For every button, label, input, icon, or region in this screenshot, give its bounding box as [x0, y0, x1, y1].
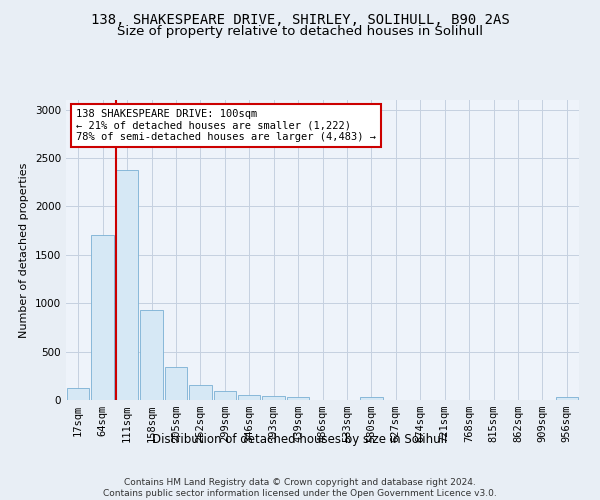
Text: 138, SHAKESPEARE DRIVE, SHIRLEY, SOLIHULL, B90 2AS: 138, SHAKESPEARE DRIVE, SHIRLEY, SOLIHUL…: [91, 12, 509, 26]
Text: 138 SHAKESPEARE DRIVE: 100sqm
← 21% of detached houses are smaller (1,222)
78% o: 138 SHAKESPEARE DRIVE: 100sqm ← 21% of d…: [76, 109, 376, 142]
Bar: [214, 392, 236, 400]
Bar: [556, 397, 578, 400]
Bar: [238, 394, 260, 400]
Bar: [67, 388, 89, 400]
Y-axis label: Number of detached properties: Number of detached properties: [19, 162, 29, 338]
Bar: [140, 310, 163, 400]
Text: Distribution of detached houses by size in Solihull: Distribution of detached houses by size …: [152, 432, 448, 446]
Text: Size of property relative to detached houses in Solihull: Size of property relative to detached ho…: [117, 25, 483, 38]
Bar: [262, 396, 285, 400]
Bar: [360, 397, 383, 400]
Bar: [189, 385, 212, 400]
Bar: [164, 367, 187, 400]
Bar: [91, 236, 114, 400]
Text: Contains HM Land Registry data © Crown copyright and database right 2024.
Contai: Contains HM Land Registry data © Crown c…: [103, 478, 497, 498]
Bar: [116, 170, 139, 400]
Bar: [287, 397, 310, 400]
